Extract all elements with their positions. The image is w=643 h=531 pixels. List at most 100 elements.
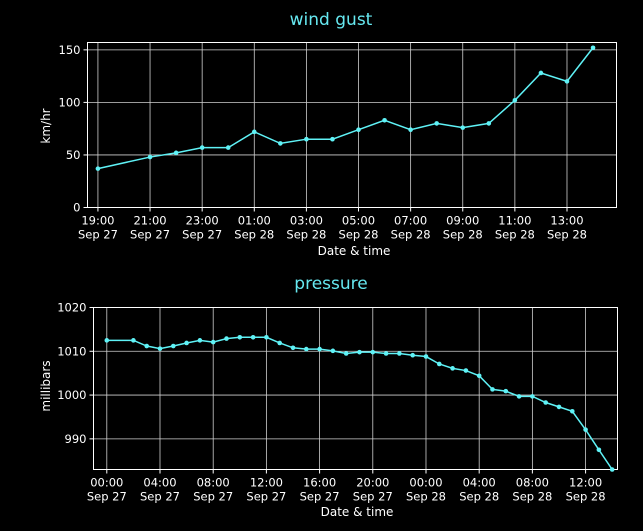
- wind-gust-x-tick-date-label: Sep 27: [78, 228, 118, 242]
- pressure-data-point: [503, 388, 509, 394]
- wind-gust-data-point: [147, 154, 153, 160]
- wind-gust-x-tick-date-label: Sep 28: [339, 228, 379, 242]
- pressure-data-point: [224, 336, 229, 341]
- pressure-data-point: [423, 354, 429, 359]
- wind-gust-data-point: [356, 127, 361, 133]
- wind-gust-x-tick-date-label: Sep 28: [391, 228, 431, 242]
- pressure-y-tick-label: 1020: [57, 301, 86, 315]
- wind-gust-data-point: [408, 127, 413, 133]
- pressure-data-point: [463, 368, 469, 373]
- pressure-data-point: [277, 340, 282, 346]
- pressure-x-tick-time-label: 04:00: [463, 476, 496, 490]
- pressure-x-tick-date-label: Sep 27: [246, 490, 286, 504]
- wind-gust-x-tick-time-label: 07:00: [394, 214, 427, 228]
- wind-gust-data-point: [382, 117, 387, 123]
- pressure-data-point: [569, 408, 575, 414]
- pressure-x-tick-date-label: Sep 27: [140, 490, 180, 504]
- pressure-x-tick-date-label: Sep 28: [566, 490, 606, 504]
- pressure-data-point: [410, 352, 415, 358]
- wind-gust-x-tick-date-label: Sep 28: [547, 228, 587, 242]
- wind-gust-data-point: [434, 121, 439, 126]
- pressure-data-point: [197, 338, 203, 343]
- pressure-data-point: [290, 345, 296, 351]
- pressure-x-tick-time-label: 08:00: [197, 476, 230, 490]
- pressure-y-tick-label: 1000: [57, 388, 86, 402]
- pressure-data-point: [104, 338, 110, 343]
- pressure-data-point: [184, 340, 189, 346]
- pressure-chart: pressure millibars Date & time 990 1000 10…: [39, 274, 618, 519]
- pressure-data-point: [397, 351, 402, 356]
- wind-gust-x-axis-label: Date & time: [318, 244, 391, 258]
- wind-gust-x-tick-date-label: Sep 28: [234, 228, 274, 242]
- pressure-data-point: [303, 346, 309, 352]
- pressure-data-point: [131, 338, 136, 343]
- pressure-data-point: [476, 373, 482, 379]
- wind-gust-title: wind gust: [290, 10, 373, 30]
- wind-gust-x-tick-time-label: 11:00: [498, 214, 531, 228]
- pressure-title: pressure: [294, 274, 367, 294]
- pressure-data-point: [210, 339, 216, 345]
- pressure-data-point: [357, 349, 362, 355]
- pressure-x-tick-time-label: 00:00: [409, 476, 442, 490]
- wind-gust-data-point: [225, 145, 231, 150]
- wind-gust-data-point: [460, 125, 466, 130]
- wind-gust-data-point: [330, 136, 335, 142]
- wind-gust-x-tick-time-label: 09:00: [446, 214, 479, 228]
- wind-gust-data-point: [278, 141, 283, 146]
- pressure-x-tick-date-label: Sep 28: [512, 490, 552, 504]
- wind-gust-data-point: [538, 70, 544, 76]
- wind-gust-x-tick-time-label: 05:00: [342, 214, 375, 228]
- pressure-data-point: [516, 394, 522, 399]
- pressure-data-point: [530, 394, 535, 399]
- pressure-data-point: [264, 334, 269, 340]
- pressure-x-tick-time-label: 16:00: [303, 476, 336, 490]
- wind-gust-x-tick-time-label: 13:00: [550, 214, 583, 228]
- pressure-data-point: [383, 351, 389, 356]
- pressure-x-tick-time-label: 20:00: [356, 476, 389, 490]
- pressure-data-point: [237, 334, 243, 340]
- pressure-y-tick-label: 990: [65, 432, 87, 446]
- wind-gust-x-tick-time-label: 23:00: [186, 214, 219, 228]
- pressure-x-axis-label: Date & time: [321, 505, 394, 519]
- wind-gust-x-tick-date-label: Sep 28: [495, 228, 535, 242]
- wind-gust-data-point: [486, 121, 492, 126]
- wind-gust-data-point: [512, 98, 518, 103]
- wind-gust-y-axis-label: km/hr: [39, 108, 53, 143]
- wind-gust-x-tick-date-label: Sep 27: [130, 228, 170, 242]
- wind-gust-data-point: [590, 45, 596, 51]
- pressure-x-tick-time-label: 00:00: [90, 476, 123, 490]
- wind-gust-chart: wind gust km/hr Date & time 0 50 100 150 19:…: [39, 10, 617, 258]
- pressure-data-point: [490, 387, 495, 392]
- pressure-data-point: [330, 348, 336, 354]
- wind-gust-x-tick-time-label: 21:00: [133, 214, 166, 228]
- pressure-data-point: [170, 343, 176, 349]
- pressure-x-tick-date-label: Sep 28: [406, 490, 446, 504]
- pressure-y-axis-label: millibars: [39, 360, 53, 411]
- wind-gust-y-tick-label: 150: [59, 43, 81, 57]
- pressure-x-tick-date-label: Sep 27: [300, 490, 340, 504]
- wind-gust-series-line: [97, 47, 594, 170]
- pressure-data-point: [543, 400, 548, 405]
- wind-gust-x-tick-date-label: Sep 27: [182, 228, 222, 242]
- pressure-data-point: [450, 366, 455, 371]
- pressure-series-line: [106, 336, 613, 470]
- pressure-data-point: [317, 346, 322, 352]
- pressure-data-point: [343, 351, 349, 356]
- pressure-x-tick-time-label: 12:00: [569, 476, 602, 490]
- pressure-x-tick-time-label: 12:00: [250, 476, 283, 490]
- wind-gust-y-tick-label: 100: [59, 95, 81, 109]
- pressure-data-point: [596, 447, 602, 453]
- wind-gust-y-tick-label: 0: [73, 201, 80, 215]
- wind-gust-data-point: [95, 166, 101, 171]
- wind-gust-data-point: [251, 129, 257, 135]
- wind-gust-x-tick-time-label: 19:00: [81, 214, 114, 228]
- pressure-x-tick-date-label: Sep 28: [459, 490, 499, 504]
- wind-gust-data-point: [304, 136, 309, 142]
- pressure-data-point: [370, 349, 376, 355]
- wind-gust-x-tick-time-label: 03:00: [290, 214, 323, 228]
- wind-gust-data-point: [173, 150, 179, 156]
- pressure-data-point: [250, 334, 256, 340]
- pressure-data-point: [556, 404, 562, 410]
- pressure-x-tick-date-label: Sep 27: [353, 490, 393, 504]
